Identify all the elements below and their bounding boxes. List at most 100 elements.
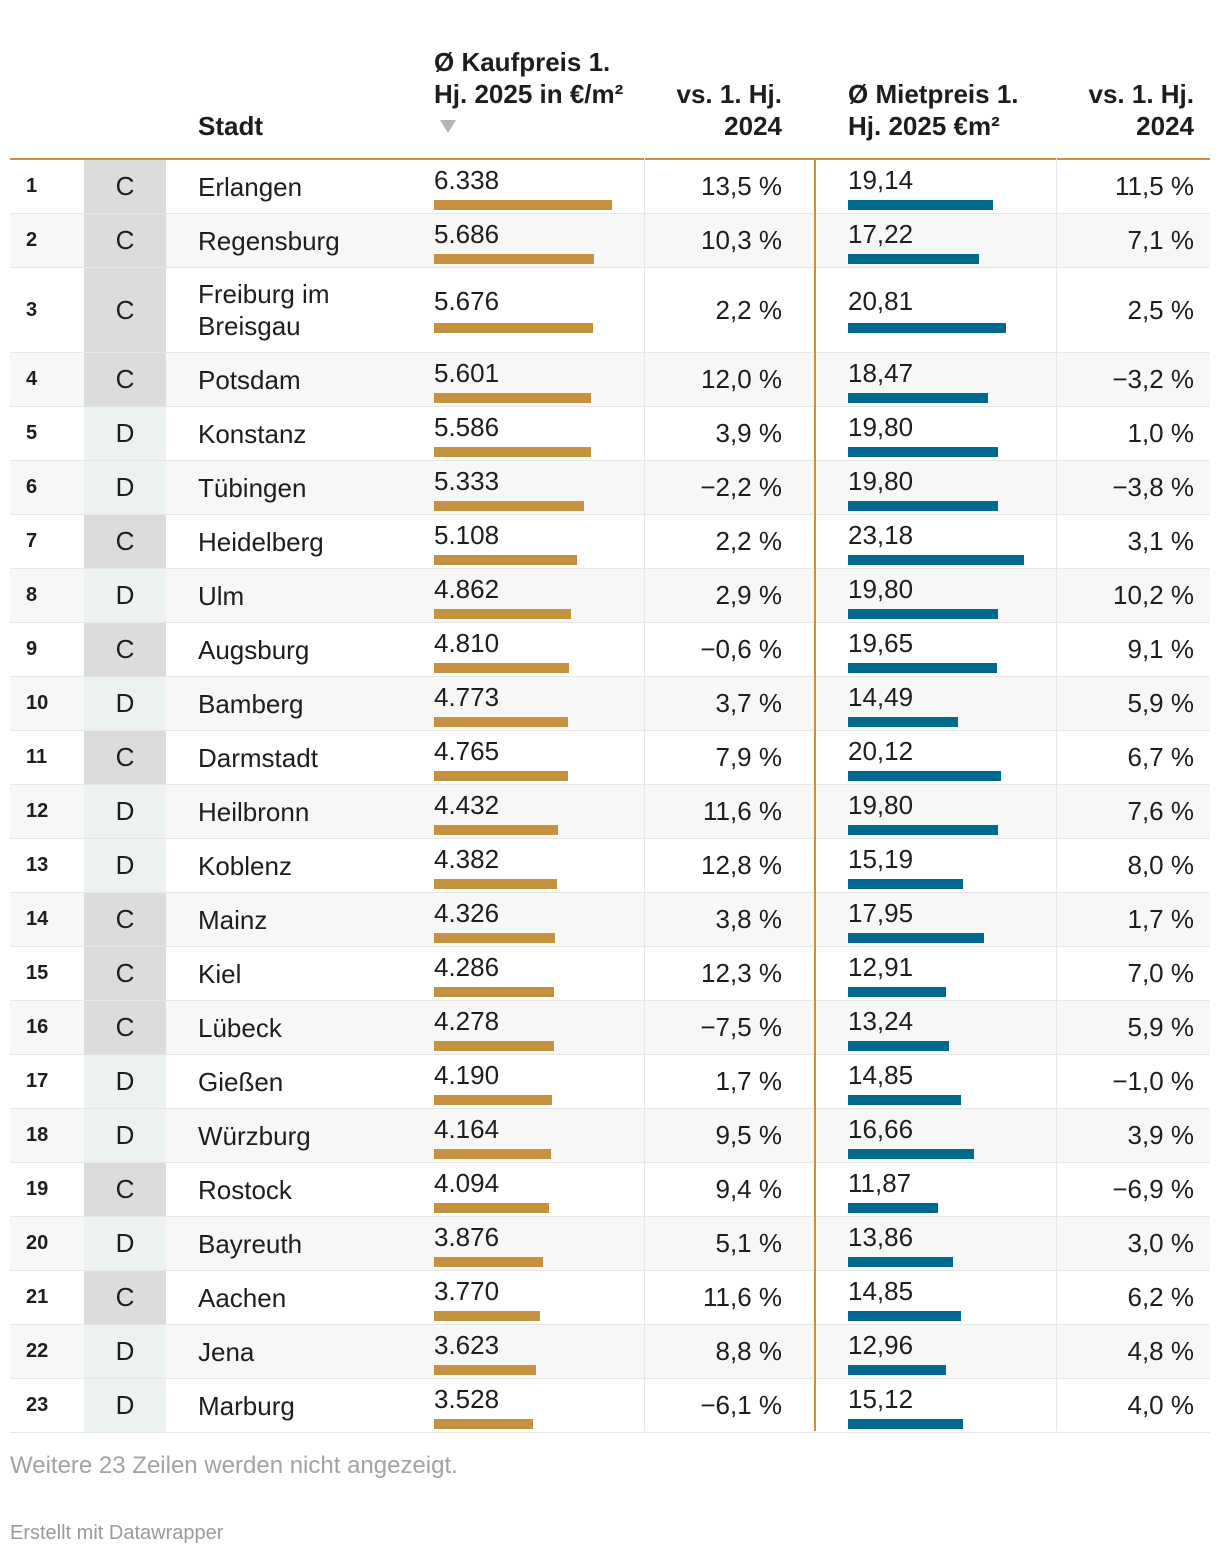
kaufpreis-cell: 5.676 [434, 268, 644, 352]
mietpreis-change: 5,9 % [1127, 1012, 1195, 1042]
mietpreis-cell: 13,86 [848, 1217, 1058, 1270]
row-city: Augsburg [198, 634, 310, 665]
kaufpreis-cell: 4.164 [434, 1109, 644, 1162]
row-class: D [84, 1109, 166, 1162]
row-class: C [84, 893, 166, 946]
header-kaufpreis[interactable]: Ø Kaufpreis 1. Hj. 2025 in €/m² [434, 46, 644, 142]
header-vs-kaufpreis[interactable]: vs. 1. Hj. 2024 [676, 79, 783, 141]
kaufpreis-value: 4.810 [434, 628, 500, 658]
kaufpreis-bar [434, 1257, 543, 1267]
kaufpreis-value: 4.862 [434, 574, 500, 604]
mietpreis-cell: 20,81 [848, 268, 1058, 352]
mietpreis-bar [848, 1311, 961, 1321]
kaufpreis-change: 8,8 % [715, 1336, 783, 1366]
mietpreis-cell: 18,47 [848, 353, 1058, 406]
kaufpreis-bar [434, 200, 612, 210]
mietpreis-cell: 14,49 [848, 677, 1058, 730]
mietpreis-bar [848, 1257, 953, 1267]
kaufpreis-change: 5,1 % [715, 1228, 783, 1258]
mietpreis-cell: 11,87 [848, 1163, 1058, 1216]
row-city: Rostock [198, 1174, 292, 1205]
kaufpreis-bar [434, 323, 593, 333]
row-rank: 7 [26, 530, 38, 552]
table-row: 16 C Lübeck 4.278 −7,5 % 13,24 5,9 % [10, 1001, 1210, 1055]
mietpreis-value: 17,95 [848, 898, 914, 928]
row-rank: 9 [26, 638, 38, 660]
row-city: Marburg [198, 1390, 295, 1421]
kaufpreis-change: −7,5 % [700, 1012, 782, 1042]
row-class: D [84, 1055, 166, 1108]
mietpreis-cell: 14,85 [848, 1055, 1058, 1108]
mietpreis-bar [848, 771, 1001, 781]
kaufpreis-bar [434, 1419, 533, 1429]
mietpreis-value: 12,91 [848, 952, 914, 982]
kaufpreis-change: 12,8 % [701, 850, 782, 880]
kaufpreis-value: 4.382 [434, 844, 500, 874]
row-city: Heilbronn [198, 796, 310, 827]
row-rank: 2 [26, 229, 38, 251]
mietpreis-bar [848, 825, 998, 835]
kaufpreis-bar [434, 1095, 552, 1105]
mietpreis-value: 19,80 [848, 790, 914, 820]
kaufpreis-change: −6,1 % [700, 1390, 782, 1420]
kaufpreis-change: 3,7 % [715, 688, 783, 718]
mietpreis-change: 7,1 % [1127, 225, 1195, 255]
table-row: 2 C Regensburg 5.686 10,3 % 17,22 7,1 % [10, 214, 1210, 268]
row-rank: 8 [26, 584, 38, 606]
kaufpreis-value: 4.773 [434, 682, 500, 712]
table-row: 6 D Tübingen 5.333 −2,2 % 19,80 −3,8 % [10, 461, 1210, 515]
kaufpreis-cell: 4.773 [434, 677, 644, 730]
kaufpreis-cell: 3.770 [434, 1271, 644, 1324]
mietpreis-change: 7,6 % [1127, 796, 1195, 826]
kaufpreis-bar [434, 933, 555, 943]
mietpreis-value: 11,87 [848, 1168, 912, 1198]
kaufpreis-bar [434, 987, 554, 997]
mietpreis-value: 14,85 [848, 1276, 914, 1306]
kaufpreis-change: 12,0 % [701, 364, 782, 394]
row-class: C [84, 731, 166, 784]
header-kaufpreis-label: Ø Kaufpreis 1. Hj. 2025 in €/m² [434, 47, 624, 109]
table-row: 12 D Heilbronn 4.432 11,6 % 19,80 7,6 % [10, 785, 1210, 839]
row-class: D [84, 569, 166, 622]
mietpreis-cell: 19,14 [848, 160, 1058, 213]
mietpreis-cell: 15,12 [848, 1379, 1058, 1432]
kaufpreis-value: 4.286 [434, 952, 500, 982]
kaufpreis-value: 5.108 [434, 520, 500, 550]
header-stadt[interactable]: Stadt [198, 111, 263, 141]
mietpreis-cell: 19,80 [848, 407, 1058, 460]
kaufpreis-value: 3.623 [434, 1330, 500, 1360]
table-row: 10 D Bamberg 4.773 3,7 % 14,49 5,9 % [10, 677, 1210, 731]
mietpreis-bar [848, 879, 963, 889]
kaufpreis-change: 7,9 % [715, 742, 783, 772]
row-city: Freiburg im Breisgau [198, 279, 330, 341]
data-table: Stadt Ø Kaufpreis 1. Hj. 2025 in €/m² vs… [10, 0, 1210, 1433]
table-row: 13 D Koblenz 4.382 12,8 % 15,19 8,0 % [10, 839, 1210, 893]
kaufpreis-value: 5.686 [434, 219, 500, 249]
row-city: Aachen [198, 1282, 287, 1313]
row-class: C [84, 214, 166, 267]
kaufpreis-change: −0,6 % [700, 634, 782, 664]
row-rank: 23 [26, 1394, 49, 1416]
mietpreis-change: 4,8 % [1127, 1336, 1195, 1366]
sort-descending-icon[interactable] [440, 120, 456, 133]
kaufpreis-bar [434, 254, 594, 264]
mietpreis-value: 15,12 [848, 1384, 914, 1414]
kaufpreis-cell: 5.108 [434, 515, 644, 568]
mietpreis-change: −1,0 % [1112, 1066, 1194, 1096]
row-rank: 1 [26, 175, 38, 197]
row-city: Gießen [198, 1066, 284, 1097]
mietpreis-cell: 15,19 [848, 839, 1058, 892]
mietpreis-bar [848, 1041, 949, 1051]
kaufpreis-value: 4.326 [434, 898, 500, 928]
header-mietpreis[interactable]: Ø Mietpreis 1. Hj. 2025 €m² [848, 79, 1019, 141]
mietpreis-bar [848, 447, 998, 457]
row-rank: 5 [26, 422, 38, 444]
mietpreis-value: 13,24 [848, 1006, 914, 1036]
mietpreis-bar [848, 1203, 938, 1213]
table-row: 7 C Heidelberg 5.108 2,2 % 23,18 3,1 % [10, 515, 1210, 569]
mietpreis-cell: 19,80 [848, 569, 1058, 622]
kaufpreis-cell: 4.432 [434, 785, 644, 838]
mietpreis-change: 6,2 % [1127, 1282, 1195, 1312]
kaufpreis-change: 13,5 % [701, 171, 782, 201]
header-vs-mietpreis[interactable]: vs. 1. Hj. 2024 [1088, 79, 1195, 141]
